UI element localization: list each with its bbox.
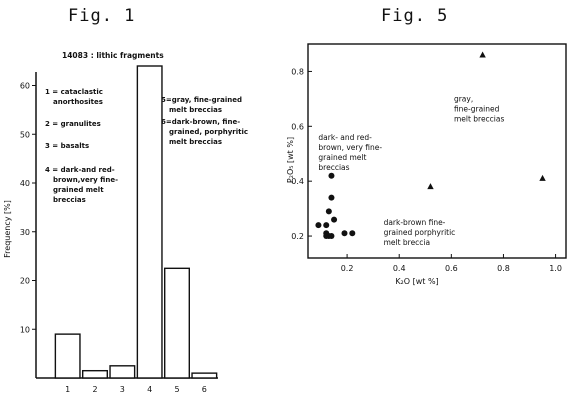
y-tick-label: 0.6 [291, 122, 304, 131]
y-tick-label: 60 [20, 82, 30, 91]
x-tick-label: 0.2 [341, 264, 354, 273]
legend-entry: 5=gray, fine-grained [161, 96, 242, 104]
x-tick-label: 1.0 [549, 264, 562, 273]
legend-entry: 1 = cataclastic [45, 88, 103, 96]
y-tick-label: 0.2 [291, 232, 304, 241]
x-tick-label: 0.6 [445, 264, 458, 273]
annotation: grained melt [318, 153, 366, 162]
y-tick-label: 20 [20, 277, 30, 286]
x-tick-label: 1 [65, 385, 70, 394]
legend-entry: 2 = granulites [45, 120, 101, 128]
data-point-circle [328, 233, 335, 240]
legend-entry: 4 = dark-and red- [45, 166, 115, 174]
annotation: breccias [318, 163, 349, 172]
x-tick-label: 0.4 [393, 264, 406, 273]
annotation: grained porphyritic [384, 228, 456, 237]
data-point-triangle [427, 183, 434, 190]
fig5-title: Fig. 5 [381, 6, 449, 26]
chart-title: 14083 : lithic fragments [62, 51, 164, 60]
annotation: brown, very fine- [318, 143, 382, 152]
data-point-circle [325, 208, 332, 215]
data-point-circle [323, 222, 330, 229]
data-point-triangle [479, 51, 486, 58]
fig1-title: Fig. 1 [68, 6, 136, 26]
bar [109, 365, 136, 379]
legend-entry: grained, porphyritic [169, 128, 248, 136]
annotation: melt breccia [384, 238, 431, 247]
y-tick-label: 10 [20, 325, 30, 334]
y-axis-label: Frequency [%] [3, 200, 12, 258]
bar [54, 333, 81, 379]
data-point-circle [331, 216, 338, 223]
x-tick-label: 5 [174, 385, 179, 394]
data-point-circle [341, 230, 348, 237]
legend-entry: 6=dark-brown, fine- [161, 118, 240, 126]
data-point-circle [349, 230, 356, 237]
data-point-triangle [539, 174, 546, 181]
legend-entry: melt breccias [169, 106, 222, 114]
x-tick-label: 6 [202, 385, 207, 394]
x-tick-label: 4 [147, 385, 152, 394]
data-point-circle [323, 233, 330, 240]
legend-entry: melt breccias [169, 138, 222, 146]
x-tick-label: 3 [120, 385, 125, 394]
plot-frame [307, 43, 567, 259]
x-axis-label: K₂O [wt %] [395, 277, 438, 286]
y-tick-label: 0.8 [291, 67, 304, 76]
x-tick-label: 0.8 [497, 264, 510, 273]
bar [191, 372, 218, 379]
y-tick-label: 50 [20, 130, 30, 139]
bar [81, 369, 108, 379]
data-point-circle [315, 222, 322, 229]
legend-entry: grained melt [53, 186, 104, 194]
legend-entry: brown,very fine- [53, 176, 118, 184]
y-tick-label: 40 [20, 179, 30, 188]
annotation: dark-brown fine- [384, 218, 446, 227]
x-tick-label: 2 [92, 385, 97, 394]
data-point-circle [328, 172, 335, 179]
legend-entry: 3 = basalts [45, 142, 89, 150]
y-tick-label: 30 [20, 228, 30, 237]
annotation: melt breccias [454, 115, 505, 124]
annotation: gray, [454, 95, 473, 104]
annotation: dark- and red- [318, 133, 372, 142]
data-point-circle [328, 194, 335, 201]
bar [163, 267, 190, 379]
y-tick-label: 0.4 [291, 177, 304, 186]
bar [136, 65, 163, 379]
legend-entry: anorthosites [53, 98, 103, 106]
legend-entry: breccias [53, 196, 86, 204]
annotation: fine-grained [454, 105, 500, 114]
y-axis-label: P₂O₅ [wt %] [286, 137, 295, 183]
